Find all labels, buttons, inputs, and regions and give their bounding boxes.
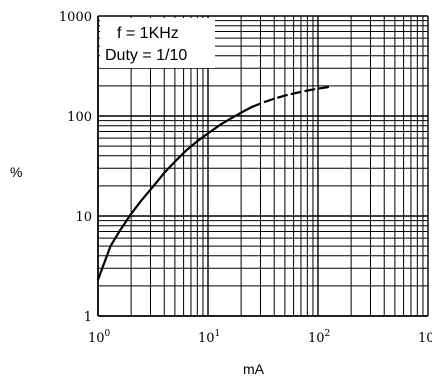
series-line-dashed: [250, 85, 332, 109]
x-tick-label: 103: [418, 329, 432, 346]
y-axis-label: %: [10, 164, 22, 180]
y-tick-label: 1: [84, 310, 92, 325]
series-line-solid: [96, 105, 253, 281]
annotation-box: [100, 18, 215, 68]
x-tick-label: 102: [308, 329, 330, 346]
annotation-frequency: f = 1KHz: [117, 25, 179, 42]
series-group: [96, 85, 332, 281]
tick-labels: 1 10 100 1000 100 101 102 103: [59, 10, 432, 346]
x-tick-label: 100: [88, 329, 111, 346]
y-tick-label: 100: [67, 110, 92, 125]
y-tick-label: 10: [75, 210, 92, 225]
x-tick-label: 101: [198, 329, 220, 346]
x-axis-label: mA: [243, 361, 265, 377]
annotation-duty: Duty = 1/10: [105, 47, 187, 64]
axes: [97, 16, 428, 317]
y-tick-label: 1000: [59, 10, 92, 25]
